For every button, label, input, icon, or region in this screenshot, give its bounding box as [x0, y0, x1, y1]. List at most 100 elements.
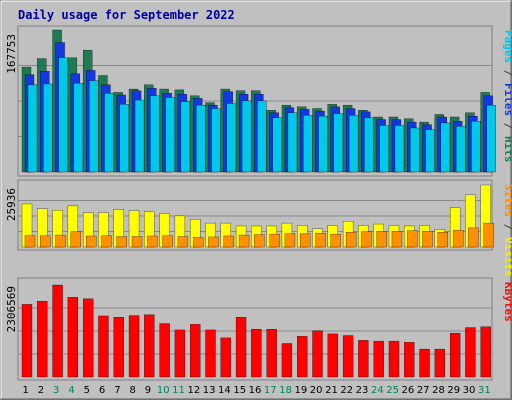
bar-kbytes-day-9 — [144, 314, 155, 378]
x-tick-label-day-31: 31 — [478, 385, 491, 396]
bar-pages-day-25 — [394, 125, 405, 173]
bar-kbytes-day-29 — [449, 332, 461, 378]
bar-sites-day-11 — [177, 236, 189, 248]
bar-kbytes-day-4 — [67, 297, 79, 378]
bar-sites-day-3 — [55, 234, 66, 248]
legend-part: KBytes — [502, 282, 512, 322]
bar-sites-day-15 — [238, 234, 250, 248]
bar-kbytes-day-31 — [480, 326, 491, 378]
chart-panels: 167753 Pages / Files / Hits 25936 Sites / V… — [5, 25, 512, 381]
x-tick-label-day-2: 2 — [38, 385, 44, 396]
bar-pages-day-14 — [226, 103, 236, 173]
x-tick-label-day-3: 3 — [53, 385, 59, 396]
bar-kbytes-day-22 — [342, 335, 354, 378]
bar-sites-day-27 — [422, 231, 433, 248]
bar-kbytes-day-1 — [21, 304, 33, 378]
bar-sites-day-22 — [345, 232, 357, 248]
bar-sites-day-28 — [437, 232, 448, 248]
bar-pages-day-8 — [134, 99, 145, 173]
x-tick-label-day-23: 23 — [356, 385, 369, 396]
bar-sites-day-4 — [70, 231, 82, 248]
bar-pages-day-10 — [165, 97, 175, 173]
bar-sites-day-31 — [483, 222, 494, 248]
bar-sites-day-14 — [223, 235, 234, 248]
bar-sites-day-17 — [269, 233, 280, 248]
legend-part: / — [502, 217, 512, 237]
bar-kbytes-day-25 — [388, 340, 400, 378]
bar-sites-day-16 — [254, 234, 265, 248]
bar-sites-day-21 — [330, 234, 341, 248]
x-axis: 1 2 3 4 5 6 7 8 9 10 11 12 13 14 15 16 17 18 19 20 21 22 23 24 2… — [22, 385, 490, 396]
bar-kbytes-day-26 — [404, 342, 415, 378]
bar-sites-day-10 — [162, 235, 173, 248]
bar-kbytes-day-11 — [174, 329, 186, 378]
bar-sites-day-2 — [40, 235, 51, 248]
bar-pages-day-2 — [43, 83, 53, 173]
bar-pages-day-16 — [257, 100, 267, 173]
bar-kbytes-day-14 — [220, 337, 231, 378]
bar-sites-day-25 — [391, 231, 403, 248]
legend-part: Pages — [502, 30, 512, 63]
bar-kbytes-day-7 — [113, 317, 124, 378]
bar-kbytes-day-13 — [205, 329, 216, 378]
chart-title: Daily usage for September 2022 — [18, 8, 235, 22]
bar-pages-day-26 — [410, 127, 420, 173]
bar-pages-day-31 — [486, 104, 496, 173]
x-tick-label-day-13: 13 — [203, 385, 216, 396]
bar-sites-day-13 — [208, 236, 219, 248]
bar-pages-day-23 — [364, 117, 374, 173]
panel-kbytes: 2306569 KBytes — [5, 277, 512, 381]
bar-pages-day-22 — [348, 115, 359, 173]
x-tick-label-day-28: 28 — [432, 385, 445, 396]
bar-pages-day-27 — [425, 129, 435, 173]
x-tick-label-day-29: 29 — [447, 385, 460, 396]
bar-kbytes-day-18 — [281, 343, 293, 378]
max-value-label: 2306569 — [5, 286, 18, 332]
x-tick-label-day-9: 9 — [145, 385, 151, 396]
bar-pages-day-19 — [303, 115, 313, 173]
bar-kbytes-day-16 — [251, 328, 262, 378]
bar-pages-day-9 — [150, 95, 160, 173]
x-tick-label-day-15: 15 — [233, 385, 246, 396]
x-tick-label-day-27: 27 — [417, 385, 430, 396]
bar-kbytes-day-19 — [297, 336, 308, 378]
bar-sites-day-18 — [284, 233, 296, 248]
x-tick-label-day-1: 1 — [22, 385, 28, 396]
x-tick-label-day-21: 21 — [325, 385, 338, 396]
bar-pages-day-7 — [119, 104, 129, 173]
legend-part: Hits — [502, 136, 512, 163]
bar-kbytes-day-3 — [52, 284, 63, 378]
bar-pages-day-28 — [440, 122, 450, 173]
bar-sites-day-6 — [101, 235, 112, 248]
x-tick-label-day-10: 10 — [157, 385, 170, 396]
bar-pages-day-17 — [272, 117, 282, 173]
x-tick-label-day-26: 26 — [402, 385, 415, 396]
bar-kbytes-day-24 — [373, 340, 384, 378]
x-tick-label-day-24: 24 — [371, 385, 384, 396]
x-tick-label-day-16: 16 — [249, 385, 262, 396]
x-tick-label-day-17: 17 — [264, 385, 277, 396]
bar-sites-day-8 — [131, 236, 143, 248]
x-tick-label-day-22: 22 — [340, 385, 353, 396]
x-tick-label-day-4: 4 — [68, 385, 74, 396]
x-tick-label-day-20: 20 — [310, 385, 323, 396]
legend-label-visits: Sites / Visits — [502, 184, 512, 277]
bar-kbytes-day-12 — [190, 324, 201, 378]
legend-part: Sites — [502, 184, 512, 217]
bar-kbytes-day-15 — [235, 317, 247, 378]
x-tick-label-day-6: 6 — [99, 385, 105, 396]
legend-part: Files — [502, 83, 512, 116]
bar-pages-day-15 — [241, 100, 252, 173]
bar-kbytes-day-8 — [128, 315, 140, 378]
bar-kbytes-day-17 — [266, 328, 277, 378]
legend-part: / — [502, 63, 512, 83]
bar-pages-day-11 — [180, 101, 191, 173]
legend-label-kbytes: KBytes — [502, 282, 512, 322]
max-value-label: 25936 — [5, 188, 18, 221]
bar-kbytes-day-28 — [434, 348, 445, 378]
bar-kbytes-day-23 — [358, 340, 369, 378]
legend-part: / — [502, 116, 512, 136]
bar-pages-day-3 — [58, 57, 68, 173]
x-tick-label-day-8: 8 — [129, 385, 135, 396]
